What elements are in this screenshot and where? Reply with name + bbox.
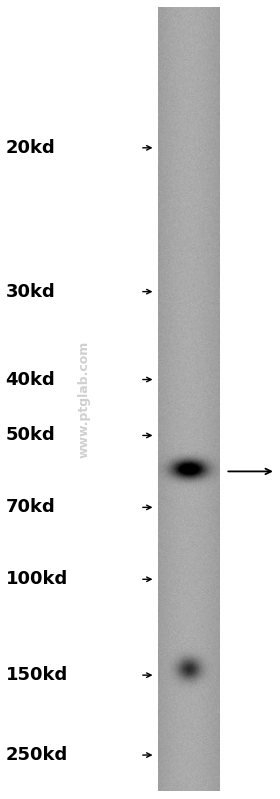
Text: 30kd: 30kd <box>6 283 55 300</box>
Text: 150kd: 150kd <box>6 666 68 684</box>
Text: 40kd: 40kd <box>6 371 55 388</box>
Text: 50kd: 50kd <box>6 427 55 444</box>
Text: 70kd: 70kd <box>6 499 55 516</box>
Text: 250kd: 250kd <box>6 746 68 764</box>
Text: 100kd: 100kd <box>6 570 68 588</box>
Text: www.ptglab.com: www.ptglab.com <box>78 341 90 458</box>
Text: 20kd: 20kd <box>6 139 55 157</box>
